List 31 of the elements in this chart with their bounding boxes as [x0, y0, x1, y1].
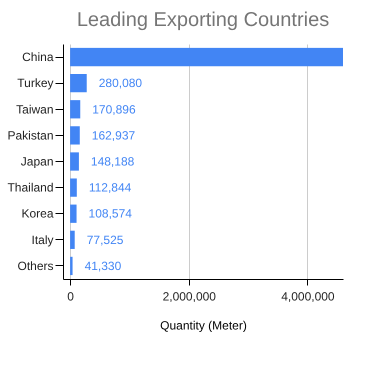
data-label: 148,188: [90, 154, 135, 168]
x-axis-title: Quantity (Meter): [160, 318, 247, 332]
y-tick-label: Turkey: [17, 76, 54, 90]
bar: [70, 256, 73, 276]
y-tick-label: Others: [17, 258, 54, 273]
bar: [70, 126, 80, 145]
y-tick-label: Italy: [31, 232, 54, 247]
x-tick-label: 0: [67, 290, 74, 304]
bar: [70, 152, 79, 171]
data-label: 170,896: [92, 102, 136, 116]
data-label: 108,574: [88, 206, 132, 221]
x-tick-label: 2,000,000: [162, 290, 216, 304]
bar: [70, 74, 87, 92]
data-label: 112,844: [88, 180, 132, 195]
y-tick-label: Japan: [20, 154, 54, 168]
chart-title: Leading Exporting Countries: [76, 9, 330, 31]
data-label: 162,937: [92, 128, 136, 142]
data-label: 280,080: [98, 76, 142, 90]
y-tick-label: Taiwan: [16, 102, 54, 116]
x-tick-label: 4,000,000: [281, 290, 335, 304]
bar: [70, 204, 77, 223]
bar: [70, 48, 343, 66]
y-tick-label: China: [22, 50, 54, 64]
data-label: 41,330: [84, 258, 122, 273]
y-tick-label: Korea: [21, 206, 54, 221]
bar: [70, 100, 80, 118]
bar: [70, 230, 75, 249]
y-tick-label: Thailand: [7, 180, 54, 195]
data-label: 77,525: [86, 232, 124, 247]
bar: [70, 178, 77, 197]
y-tick-label: Pakistan: [7, 128, 54, 142]
